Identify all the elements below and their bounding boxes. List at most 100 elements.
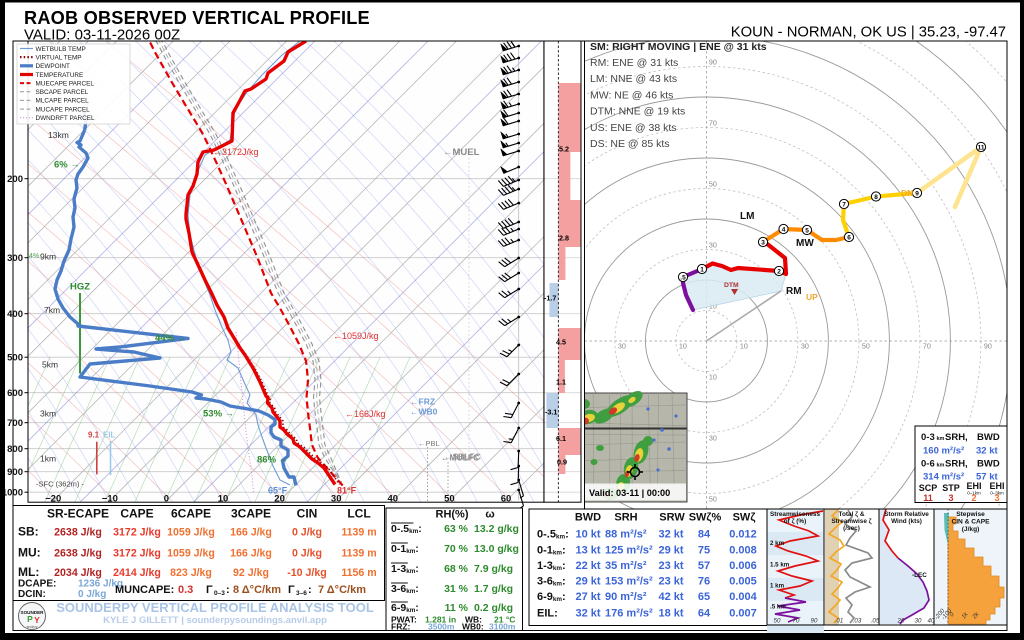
svg-text:0-3: 0-3 (921, 432, 935, 443)
svg-text:KOUN - NORMAN, OK US | 35.23,: KOUN - NORMAN, OK US | 35.23, -97.47 (731, 25, 1006, 41)
svg-text:5.2: 5.2 (559, 145, 569, 154)
svg-text:11: 11 (978, 144, 985, 151)
svg-text:SM: RIGHT MOVING | ENE @ 31 kt: SM: RIGHT MOVING | ENE @ 31 kts (590, 41, 767, 53)
svg-text:8 Δ°C/km: 8 Δ°C/km (233, 584, 281, 596)
svg-text:2 km: 2 km (770, 540, 785, 547)
svg-text:42 kt: 42 kt (658, 591, 683, 603)
svg-text:1.7 g/kg: 1.7 g/kg (474, 583, 513, 595)
svg-text:300: 300 (7, 253, 23, 264)
svg-text:3500m: 3500m (428, 622, 455, 632)
svg-text:32 kt: 32 kt (976, 446, 998, 457)
svg-text:3: 3 (761, 239, 765, 246)
svg-text:700: 700 (7, 418, 23, 429)
svg-text:0.2 g/kg: 0.2 g/kg (474, 602, 513, 614)
svg-text:57 kt: 57 kt (976, 472, 998, 483)
svg-text:10 kt: 10 kt (575, 529, 600, 541)
svg-text:20: 20 (897, 618, 905, 625)
svg-text:km: km (937, 436, 945, 442)
svg-text:SRH: SRH (614, 512, 637, 524)
svg-text::: : (226, 584, 230, 596)
svg-text:40: 40 (928, 618, 935, 625)
svg-text:11: 11 (923, 493, 933, 503)
svg-text:70: 70 (923, 342, 931, 351)
svg-text:WETBULB TEMP: WETBULB TEMP (36, 46, 86, 53)
svg-text:68 %: 68 % (444, 563, 469, 575)
svg-text:LCL: LCL (347, 507, 370, 521)
svg-text:7 Δ°C/km: 7 Δ°C/km (318, 584, 366, 596)
svg-text:32 kt: 32 kt (575, 608, 600, 620)
svg-text:MLCAPE PARCEL: MLCAPE PARCEL (36, 98, 90, 105)
svg-text:70: 70 (793, 618, 800, 625)
svg-text:2414 J/kg: 2414 J/kg (113, 567, 161, 579)
svg-text:SOUNDERPY VERTICAL PROFILE ANA: SOUNDERPY VERTICAL PROFILE ANALYSIS TOOL (56, 600, 374, 615)
svg-text:60: 60 (501, 493, 512, 504)
svg-text:2: 2 (777, 268, 781, 275)
svg-text:Γ: Γ (288, 584, 295, 596)
svg-text:0–1km: 0–1km (967, 491, 981, 496)
svg-text:4: 4 (782, 226, 786, 233)
svg-text:900: 900 (7, 467, 23, 478)
svg-text:MW: MW (796, 238, 814, 249)
svg-text:30: 30 (709, 241, 717, 250)
svg-text:STP: STP (942, 483, 960, 493)
svg-text:6-9km:: 6-9km: (391, 602, 419, 614)
svg-text:153 m²/s²: 153 m²/s² (605, 576, 653, 588)
svg-text:50: 50 (774, 618, 781, 625)
svg-text:23 kt: 23 kt (658, 560, 683, 572)
svg-text:3–6: 3–6 (296, 590, 307, 597)
svg-text:RM: RM (786, 286, 802, 297)
svg-text:-3.1: -3.1 (545, 408, 557, 417)
svg-text:KYLE J GILLETT | sounderpysoun: KYLE J GILLETT | sounderpysoundings.anvi… (103, 615, 327, 626)
svg-text:MUCAPE PARCEL: MUCAPE PARCEL (36, 106, 91, 113)
svg-text:3100m: 3100m (489, 622, 516, 632)
svg-text:7: 7 (842, 201, 846, 208)
svg-text:←FRZ: ←FRZ (410, 397, 435, 407)
svg-text:←SBLFC: ←SBLFC (444, 452, 481, 462)
svg-text:LM: LM (740, 211, 754, 222)
svg-text:86% →: 86% → (257, 455, 288, 466)
svg-text:1.281 in: 1.281 in (425, 615, 456, 625)
svg-text:166 J/kg: 166 J/kg (230, 548, 272, 560)
svg-text:90: 90 (984, 342, 992, 351)
svg-text:PWAT:: PWAT: (391, 615, 417, 625)
svg-text:35 m²/s²: 35 m²/s² (605, 560, 647, 572)
svg-text:0-6: 0-6 (921, 459, 935, 470)
svg-text:0: 0 (164, 493, 169, 504)
svg-text:1139 m: 1139 m (341, 548, 376, 560)
svg-text:0 J/kg: 0 J/kg (292, 548, 322, 560)
svg-text:2.8: 2.8 (559, 234, 569, 243)
svg-text:70: 70 (709, 119, 717, 128)
svg-text:7km: 7km (44, 305, 60, 315)
svg-text:27 kt: 27 kt (575, 591, 600, 603)
svg-text:DTM: NNE @ 19 kts: DTM: NNE @ 19 kts (590, 106, 685, 118)
svg-text:29 kt: 29 kt (658, 545, 683, 557)
svg-text:125 m²/s²: 125 m²/s² (605, 545, 653, 557)
svg-text:-1.7: -1.7 (544, 294, 556, 303)
svg-text:0–3km: 0–3km (990, 491, 1004, 496)
svg-text:Stepwise: Stepwise (956, 511, 985, 518)
svg-text:EHI: EHI (966, 481, 981, 491)
svg-text:3172 J/kg: 3172 J/kg (113, 527, 161, 539)
svg-text:1059 J/kg: 1059 J/kg (167, 527, 215, 539)
svg-text:←WB0: ←WB0 (410, 407, 438, 417)
svg-text:0.004: 0.004 (729, 591, 757, 603)
svg-text:3-6km:: 3-6km: (391, 583, 419, 595)
svg-text:0 J/kg: 0 J/kg (78, 589, 106, 600)
svg-text:10: 10 (709, 373, 717, 382)
svg-text:RH(%): RH(%) (436, 509, 469, 521)
svg-text:9km: 9km (40, 252, 56, 262)
svg-text:823 J/kg: 823 J/kg (170, 567, 212, 579)
svg-text:160 m²/s²: 160 m²/s² (923, 446, 964, 457)
svg-text:23 kt: 23 kt (658, 576, 683, 588)
svg-text:32 kt: 32 kt (658, 529, 683, 541)
svg-text:EIL: EIL (103, 431, 116, 440)
svg-text:0.007: 0.007 (729, 608, 757, 620)
svg-text:ω: ω (485, 509, 494, 521)
svg-text:MUNCAPE:: MUNCAPE: (115, 584, 174, 596)
svg-text:−20: −20 (45, 493, 61, 504)
svg-text:TEMPERATURE: TEMPERATURE (36, 72, 84, 79)
svg-text:DCIN:: DCIN: (18, 589, 46, 600)
svg-text:3km: 3km (40, 409, 56, 419)
svg-text:4.5: 4.5 (556, 338, 566, 347)
svg-text:km: km (937, 463, 945, 469)
